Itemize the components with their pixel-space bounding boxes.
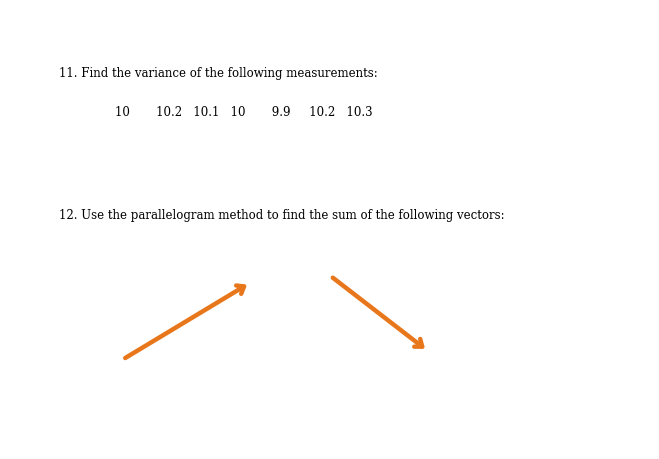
Text: 11. Find the variance of the following measurements:: 11. Find the variance of the following m… <box>59 67 378 79</box>
Text: 12. Use the parallelogram method to find the sum of the following vectors:: 12. Use the parallelogram method to find… <box>59 209 505 222</box>
Text: 10       10.2   10.1   10       9.9     10.2   10.3: 10 10.2 10.1 10 9.9 10.2 10.3 <box>115 106 373 118</box>
